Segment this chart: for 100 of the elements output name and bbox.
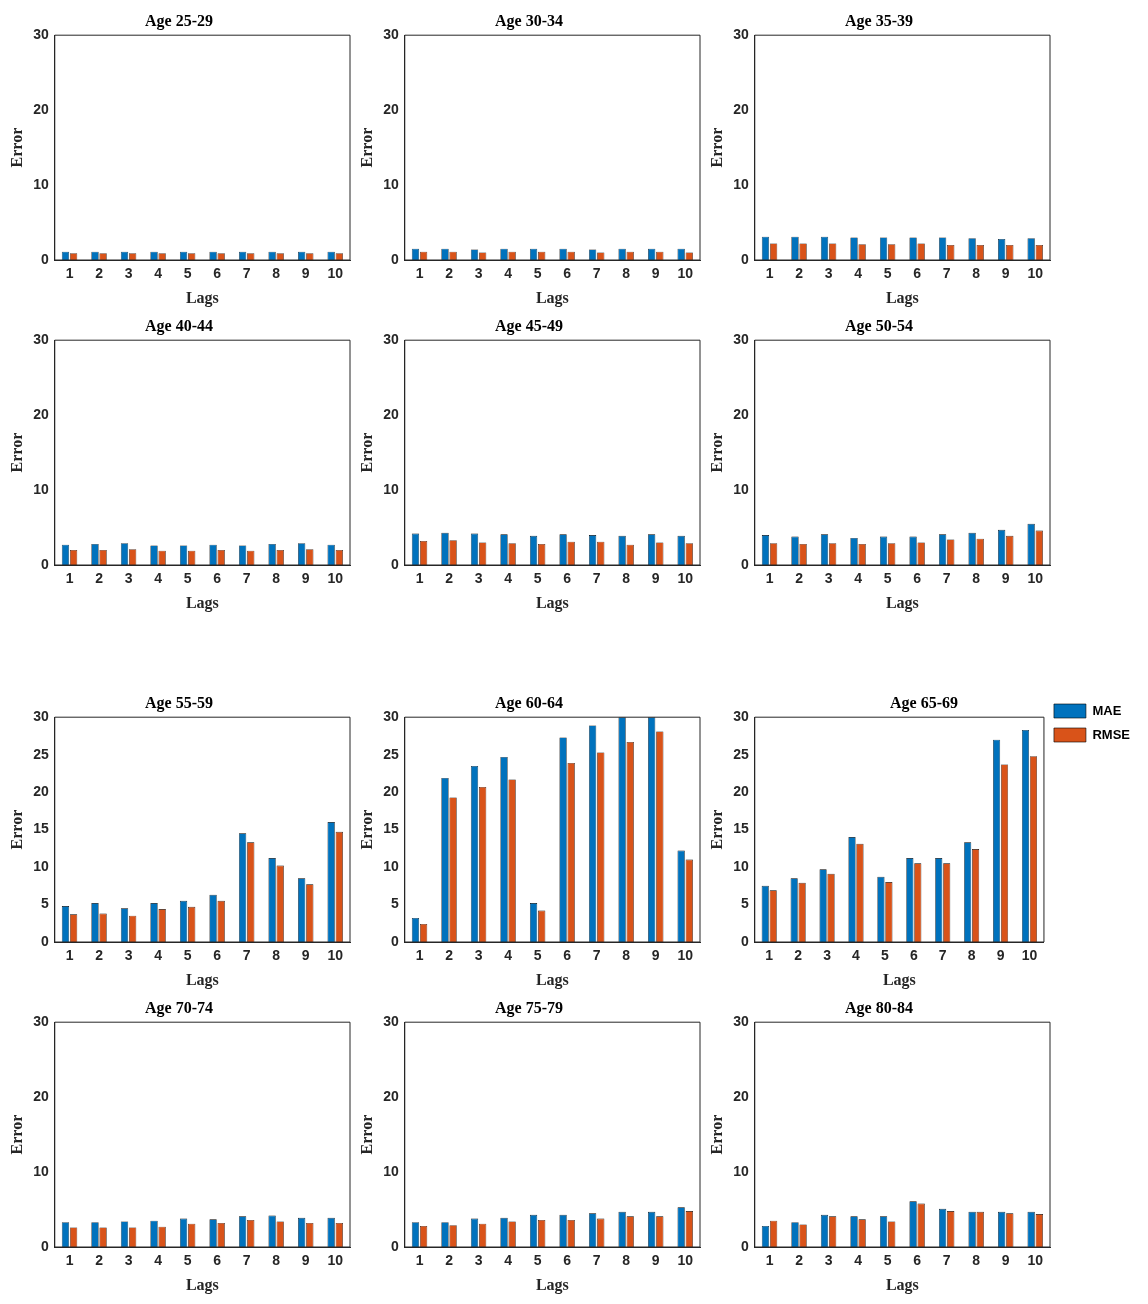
y-axis-title: Error <box>707 127 725 168</box>
x-tick-label: 8 <box>972 1252 981 1269</box>
x-axis-title: Lags <box>535 593 569 612</box>
chart-title: Age 45-49 <box>495 316 563 335</box>
x-tick-label: 7 <box>592 947 601 964</box>
x-tick-label: 6 <box>913 570 922 587</box>
x-axis-title: Lags <box>185 970 219 989</box>
legend-label: RMSE <box>1092 726 1131 742</box>
y-tick-label: 30 <box>33 1013 49 1030</box>
x-tick-label: 1 <box>765 570 774 587</box>
x-tick-label: 8 <box>622 570 631 587</box>
x-tick-label: 3 <box>823 947 832 964</box>
x-tick-label: 6 <box>913 1252 922 1269</box>
x-tick-label: 3 <box>824 1252 833 1269</box>
y-tick-label: 0 <box>390 250 399 267</box>
x-tick-label: 1 <box>65 265 74 282</box>
x-tick-label: 9 <box>301 1252 310 1269</box>
x-tick-label: 10 <box>327 265 344 282</box>
y-axis-title: Error <box>357 432 375 473</box>
y-axis-title: Error <box>707 432 725 473</box>
y-tick-label: 0 <box>390 932 399 949</box>
x-tick-label: 3 <box>824 265 833 282</box>
chart-title: Age 30-34 <box>495 11 563 30</box>
x-tick-label: 9 <box>1001 265 1010 282</box>
x-tick-label: 7 <box>592 570 601 587</box>
y-axis-title: Error <box>7 1114 25 1155</box>
x-axis-title: Lags <box>185 1275 219 1294</box>
chart-title: Age 60-64 <box>495 693 563 712</box>
x-tick-label: 4 <box>154 265 163 282</box>
x-tick-label: 5 <box>883 1252 892 1269</box>
y-tick-label: 30 <box>383 1013 399 1030</box>
x-tick-label: 4 <box>854 265 863 282</box>
x-tick-label: 6 <box>909 947 918 964</box>
x-tick-label: 6 <box>563 570 572 587</box>
y-tick-label: 0 <box>740 932 749 949</box>
x-tick-label: 1 <box>765 265 774 282</box>
y-tick-label: 20 <box>383 782 399 799</box>
x-tick-label: 7 <box>242 570 251 587</box>
x-tick-label: 7 <box>942 265 951 282</box>
x-tick-label: 9 <box>301 570 310 587</box>
x-tick-label: 4 <box>154 1252 163 1269</box>
x-tick-label: 7 <box>592 265 601 282</box>
x-tick-label: 1 <box>415 265 424 282</box>
x-tick-label: 5 <box>183 570 192 587</box>
x-tick-label: 1 <box>415 1252 424 1269</box>
x-axis-title: Lags <box>882 970 916 989</box>
x-axis-title: Lags <box>885 1275 919 1294</box>
y-tick-label: 25 <box>733 745 749 762</box>
x-tick-label: 2 <box>794 947 803 964</box>
x-axis-title: Lags <box>185 288 219 307</box>
x-tick-label: 9 <box>1001 570 1010 587</box>
chart-title: Age 70-74 <box>145 998 213 1017</box>
y-tick-label: 5 <box>390 895 399 912</box>
x-tick-label: 10 <box>677 265 694 282</box>
x-tick-label: 8 <box>972 265 981 282</box>
y-axis-title: Error <box>707 809 725 850</box>
x-tick-label: 1 <box>765 1252 774 1269</box>
y-tick-label: 25 <box>33 745 49 762</box>
y-tick-label: 10 <box>733 1162 749 1179</box>
chart-title: Age 55-59 <box>145 693 213 712</box>
y-tick-label: 30 <box>33 26 49 43</box>
y-tick-label: 20 <box>33 782 49 799</box>
chart-title: Age 35-39 <box>845 11 913 30</box>
x-tick-label: 10 <box>1027 570 1044 587</box>
y-tick-label: 30 <box>383 708 399 725</box>
x-tick-label: 7 <box>942 1252 951 1269</box>
x-tick-label: 10 <box>677 947 694 964</box>
y-tick-label: 0 <box>40 555 49 572</box>
x-tick-label: 7 <box>242 947 251 964</box>
x-tick-label: 3 <box>824 570 833 587</box>
x-tick-label: 1 <box>65 947 74 964</box>
x-tick-label: 1 <box>65 1252 74 1269</box>
chart-title: Age 25-29 <box>145 11 213 30</box>
y-tick-label: 0 <box>740 1237 749 1254</box>
x-tick-label: 2 <box>795 570 804 587</box>
x-tick-label: 5 <box>883 570 892 587</box>
y-tick-label: 30 <box>383 26 399 43</box>
y-tick-label: 20 <box>733 1087 749 1104</box>
y-axis-title: Error <box>357 127 375 168</box>
x-axis-title: Lags <box>185 593 219 612</box>
x-tick-label: 2 <box>445 265 454 282</box>
chart-title: Age 65-69 <box>890 693 958 712</box>
x-tick-label: 10 <box>1027 265 1044 282</box>
y-tick-label: 0 <box>40 1237 49 1254</box>
y-tick-label: 20 <box>383 100 399 117</box>
x-tick-label: 8 <box>622 265 631 282</box>
y-tick-label: 30 <box>733 708 749 725</box>
y-axis-title: Error <box>707 1114 725 1155</box>
y-tick-label: 30 <box>733 331 749 348</box>
y-tick-label: 0 <box>390 555 399 572</box>
x-tick-label: 2 <box>95 1252 104 1269</box>
x-tick-label: 6 <box>563 265 572 282</box>
x-tick-label: 10 <box>1027 1252 1044 1269</box>
x-tick-label: 2 <box>445 1252 454 1269</box>
x-tick-label: 4 <box>504 947 513 964</box>
y-tick-label: 10 <box>383 857 399 874</box>
x-tick-label: 9 <box>651 265 660 282</box>
x-tick-label: 8 <box>967 947 976 964</box>
x-tick-label: 6 <box>563 947 572 964</box>
x-tick-label: 4 <box>854 570 863 587</box>
